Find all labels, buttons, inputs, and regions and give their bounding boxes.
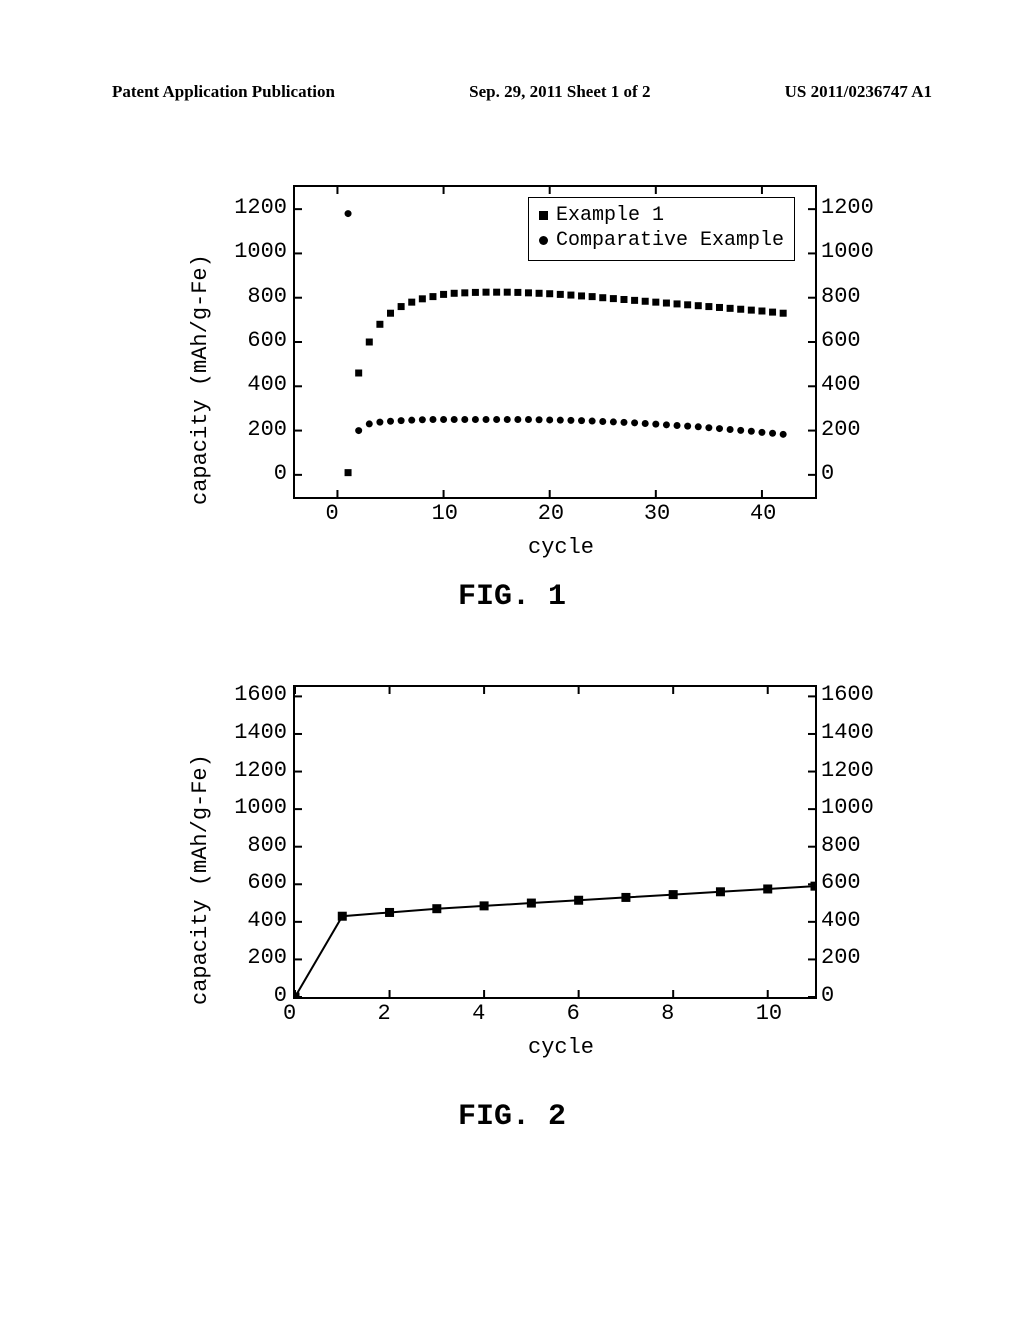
ytick-label: 400 xyxy=(247,908,287,933)
ytick-label: 0 xyxy=(274,983,287,1008)
ytick-label: 1000 xyxy=(234,795,287,820)
ytick-label: 800 xyxy=(247,284,287,309)
fig1-plot-area: Example 1 Comparative Example xyxy=(293,185,817,499)
right-ytick-label: 1200 xyxy=(821,758,874,783)
xtick-label: 20 xyxy=(538,501,564,526)
right-ytick-label: 200 xyxy=(821,945,861,970)
right-ytick-label: 1400 xyxy=(821,720,874,745)
square-marker-icon xyxy=(539,211,548,220)
xtick-label: 40 xyxy=(750,501,776,526)
circle-marker-icon xyxy=(539,236,548,245)
figure-2: capacity (mAh/g-Fe) cycle 0 2 4 6 8 10 0 200 400… xyxy=(178,665,838,1085)
fig1-caption: FIG. 1 xyxy=(0,580,1024,614)
header-left: Patent Application Publication xyxy=(112,82,335,102)
xtick-label: 6 xyxy=(567,1001,580,1026)
ytick-label: 1600 xyxy=(234,682,287,707)
right-ytick-label: 1200 xyxy=(821,195,874,220)
xtick-label: 0 xyxy=(325,501,338,526)
legend-label-2: Comparative Example xyxy=(556,229,784,252)
right-ytick-label: 400 xyxy=(821,372,861,397)
ytick-label: 800 xyxy=(247,833,287,858)
right-ytick-label: 800 xyxy=(821,833,861,858)
header-center: Sep. 29, 2011 Sheet 1 of 2 xyxy=(469,82,650,102)
legend-label-1: Example 1 xyxy=(556,204,664,227)
figure-1: capacity (mAh/g-Fe) Example 1 Comparativ… xyxy=(178,165,838,585)
xtick-label: 2 xyxy=(378,1001,391,1026)
right-ytick-label: 0 xyxy=(821,461,834,486)
ytick-label: 200 xyxy=(247,945,287,970)
fig1-xlabel: cycle xyxy=(528,535,594,560)
right-ytick-label: 400 xyxy=(821,908,861,933)
fig2-plot-area xyxy=(293,685,817,999)
ytick-label: 400 xyxy=(247,372,287,397)
fig1-legend: Example 1 Comparative Example xyxy=(528,197,795,261)
fig2-caption: FIG. 2 xyxy=(0,1100,1024,1134)
page-header: Patent Application Publication Sep. 29, … xyxy=(0,82,1024,102)
legend-row-example1: Example 1 xyxy=(539,204,784,227)
fig2-ylabel: capacity (mAh/g-Fe) xyxy=(188,754,213,1005)
xtick-label: 10 xyxy=(756,1001,782,1026)
xtick-label: 10 xyxy=(432,501,458,526)
right-ytick-label: 1000 xyxy=(821,239,874,264)
ytick-label: 600 xyxy=(247,328,287,353)
right-ytick-label: 1000 xyxy=(821,795,874,820)
fig2-svg xyxy=(295,687,815,997)
ytick-label: 200 xyxy=(247,417,287,442)
xtick-label: 4 xyxy=(472,1001,485,1026)
right-ytick-label: 600 xyxy=(821,870,861,895)
xtick-label: 30 xyxy=(644,501,670,526)
right-ytick-label: 600 xyxy=(821,328,861,353)
ytick-label: 600 xyxy=(247,870,287,895)
ytick-label: 0 xyxy=(274,461,287,486)
right-ytick-label: 1600 xyxy=(821,682,874,707)
header-right: US 2011/0236747 A1 xyxy=(785,82,932,102)
ytick-label: 1200 xyxy=(234,195,287,220)
xtick-label: 8 xyxy=(661,1001,674,1026)
legend-row-comparative: Comparative Example xyxy=(539,229,784,252)
ytick-label: 1400 xyxy=(234,720,287,745)
right-ytick-label: 200 xyxy=(821,417,861,442)
ytick-label: 1000 xyxy=(234,239,287,264)
fig1-ylabel: capacity (mAh/g-Fe) xyxy=(188,254,213,505)
ytick-label: 1200 xyxy=(234,758,287,783)
fig2-xlabel: cycle xyxy=(528,1035,594,1060)
right-ytick-label: 0 xyxy=(821,983,834,1008)
right-ytick-label: 800 xyxy=(821,284,861,309)
